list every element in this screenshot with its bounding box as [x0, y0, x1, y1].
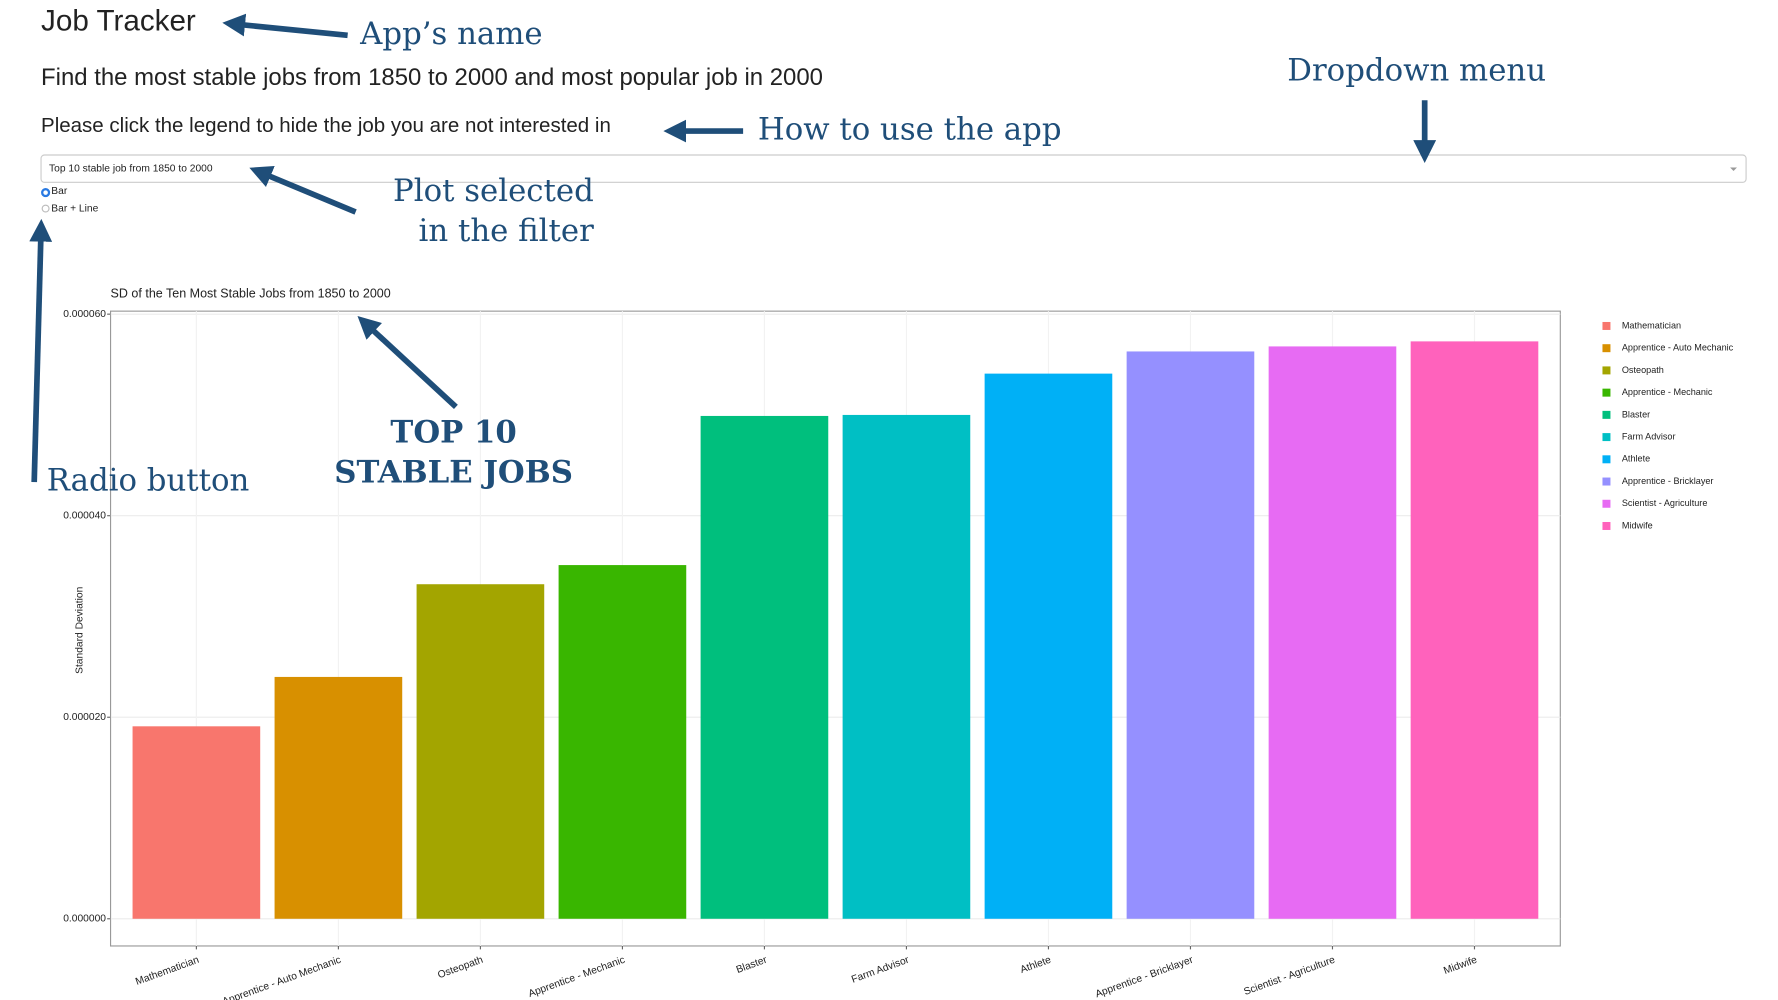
legend-swatch[interactable] — [1602, 521, 1611, 530]
bar — [416, 584, 545, 919]
dropdown-caret[interactable] — [1730, 167, 1737, 171]
x-tick-label: Apprentice - Bricklayer — [1094, 954, 1195, 1000]
bar — [842, 414, 971, 919]
legend-label[interactable]: Midwife — [1622, 520, 1653, 530]
radio-label[interactable]: Bar — [51, 186, 68, 197]
x-tick-label: Mathematician — [134, 955, 201, 988]
legend-label[interactable]: Blaster — [1622, 409, 1650, 419]
annotation: Radio button — [47, 463, 250, 499]
bar — [274, 676, 403, 919]
arrow — [222, 13, 348, 39]
annotations: App’s name Dropdown menu How to use the … — [29, 13, 1546, 499]
chart-title: SD of the Ten Most Stable Jobs from 1850… — [111, 286, 391, 300]
annotation: How to use the app — [758, 112, 1062, 148]
legend-swatch[interactable] — [1602, 455, 1611, 464]
dropdown-value[interactable]: Top 10 stable job from 1850 to 2000 — [49, 163, 213, 174]
x-tick-label: Apprentice - Mechanic — [527, 955, 627, 1000]
bar — [558, 565, 687, 919]
arrow — [357, 315, 458, 409]
legend-swatch[interactable] — [1602, 321, 1611, 330]
annotation: App’s name — [359, 16, 543, 52]
arrow — [249, 165, 357, 215]
legend-swatch[interactable] — [1602, 388, 1611, 397]
x-tick-label: Apprentice - Auto Mechanic — [221, 955, 343, 1000]
bar — [984, 373, 1113, 919]
annotation: STABLE JOBS — [334, 455, 573, 491]
radio-button[interactable] — [41, 188, 51, 198]
legend-swatch[interactable] — [1602, 366, 1611, 375]
bar — [700, 415, 829, 919]
app-title: Job Tracker — [41, 5, 196, 38]
legend-swatch[interactable] — [1602, 410, 1611, 419]
y-tick-label: 0.000060 — [63, 309, 106, 320]
legend-label[interactable]: Osteopath — [1622, 365, 1664, 375]
x-tick-label: Osteopath — [436, 955, 484, 982]
legend-label[interactable]: Athlete — [1622, 454, 1650, 464]
legend-swatch[interactable] — [1602, 499, 1611, 508]
radio-label[interactable]: Bar + Line — [51, 203, 98, 214]
x-tick-label: Blaster — [735, 954, 769, 975]
annotation: Plot selected — [393, 173, 594, 209]
legend-label[interactable]: Apprentice - Mechanic — [1622, 387, 1713, 397]
instruction: Please click the legend to hide the job … — [41, 114, 611, 137]
legend-swatch[interactable] — [1602, 477, 1611, 486]
annotation: Dropdown menu — [1287, 52, 1546, 88]
legend-swatch[interactable] — [1602, 433, 1611, 442]
subtitle: Find the most stable jobs from 1850 to 2… — [41, 64, 823, 91]
x-tick-label: Scientist - Agriculture — [1242, 955, 1337, 998]
x-tick-label: Midwife — [1442, 955, 1479, 977]
dropdown-box[interactable] — [40, 154, 1747, 183]
y-tick-label: 0.000040 — [63, 510, 106, 521]
legend-label[interactable]: Apprentice - Bricklayer — [1622, 476, 1714, 486]
dropdown[interactable]: Top 10 stable job from 1850 to 2000 — [40, 154, 1747, 183]
annotation: TOP 10 — [390, 415, 516, 451]
y-tick-label: 0.000000 — [63, 913, 106, 924]
legend-label[interactable]: Apprentice - Auto Mechanic — [1622, 343, 1734, 353]
x-tick-label: Athlete — [1019, 955, 1053, 976]
bar — [1126, 351, 1255, 919]
bar — [132, 726, 261, 919]
x-tick-label: Farm Advisor — [850, 954, 911, 985]
legend-label[interactable]: Farm Advisor — [1622, 431, 1676, 441]
annotation: in the filter — [419, 213, 595, 249]
bar — [1410, 341, 1539, 919]
bar — [1268, 346, 1397, 919]
y-tick-label: 0.000020 — [63, 712, 106, 723]
radio-button[interactable] — [41, 204, 50, 213]
y-axis-label: Standard Deviation — [74, 586, 85, 673]
arrow — [29, 218, 53, 483]
legend-label[interactable]: Mathematician — [1622, 320, 1681, 330]
legend-swatch[interactable] — [1602, 344, 1611, 353]
chart: 0.000000 0.000020 0.000040 0.000060 Mathemat… — [63, 309, 1733, 1000]
legend-label[interactable]: Scientist - Agriculture — [1622, 498, 1708, 508]
